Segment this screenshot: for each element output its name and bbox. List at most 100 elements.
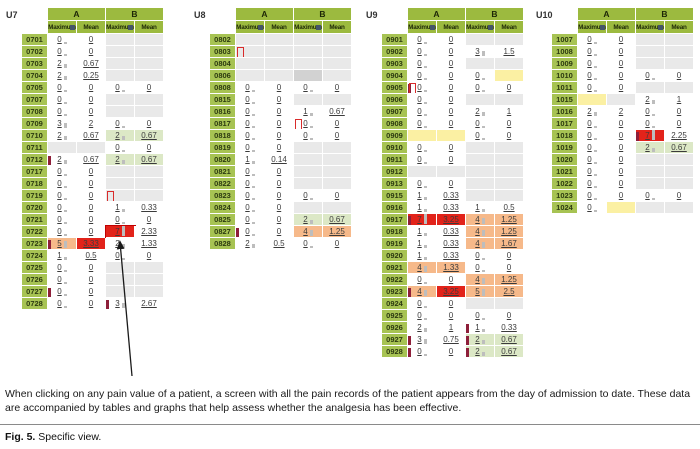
pain-max-cell[interactable]: 0 <box>408 34 437 46</box>
pain-max-cell[interactable]: 1 <box>466 202 495 214</box>
pain-max-cell[interactable]: 2 <box>294 214 323 226</box>
pain-value[interactable]: 1 <box>417 239 422 248</box>
pain-value[interactable]: 0 <box>276 203 282 212</box>
pain-mean-cell[interactable]: 0 <box>323 82 352 94</box>
pain-max-cell[interactable]: 3 <box>106 298 135 310</box>
pain-value[interactable]: 0 <box>245 203 250 212</box>
pain-mean-cell[interactable]: 0 <box>607 58 636 70</box>
pain-value[interactable]: 2.67 <box>141 299 157 308</box>
pain-value[interactable]: 0 <box>57 107 62 116</box>
pain-value[interactable]: 0 <box>334 131 340 140</box>
pain-value[interactable]: 3.25 <box>443 215 459 224</box>
pain-value[interactable]: 0 <box>645 191 650 200</box>
pain-value[interactable]: 0 <box>417 179 422 188</box>
pain-mean-cell[interactable]: 0 <box>77 190 106 202</box>
pain-mean-cell[interactable]: 0 <box>77 214 106 226</box>
pain-value[interactable]: 1 <box>506 107 512 116</box>
pain-max-cell[interactable]: 0 <box>408 82 437 94</box>
pain-value[interactable]: 0 <box>417 299 422 308</box>
pain-max-cell[interactable]: 0 <box>48 166 77 178</box>
pain-value[interactable]: 0 <box>506 131 512 140</box>
pain-value[interactable]: 0.67 <box>83 131 99 140</box>
pain-mean-cell[interactable]: 0 <box>607 166 636 178</box>
pain-value[interactable]: 5 <box>57 239 62 248</box>
filter-button-icon[interactable] <box>430 25 435 30</box>
pain-value[interactable]: 0 <box>618 83 624 92</box>
pain-value[interactable]: 1 <box>475 323 480 332</box>
pain-mean-cell[interactable]: 0 <box>77 46 106 58</box>
pain-mean-cell[interactable]: 0 <box>135 142 164 154</box>
pain-mean-cell[interactable]: 0 <box>77 166 106 178</box>
pain-mean-cell[interactable]: 0.67 <box>495 346 524 358</box>
pain-max-cell[interactable]: 0 <box>294 118 323 130</box>
pain-value[interactable]: 0 <box>303 119 308 128</box>
pain-max-cell[interactable]: 0 <box>636 190 665 202</box>
pain-value[interactable]: 0 <box>115 119 120 128</box>
pain-max-cell[interactable]: 1 <box>48 250 77 262</box>
pain-value[interactable]: 0 <box>88 215 94 224</box>
pain-mean-cell[interactable]: 2 <box>77 118 106 130</box>
pain-value[interactable]: 2.25 <box>671 131 687 140</box>
pain-mean-cell[interactable]: 0 <box>265 202 294 214</box>
pain-value[interactable]: 0 <box>587 83 592 92</box>
pain-mean-cell[interactable]: 0 <box>607 142 636 154</box>
pain-value[interactable]: 0 <box>448 275 454 284</box>
pain-max-cell[interactable]: 2 <box>236 238 265 250</box>
pain-value[interactable]: 0 <box>334 239 340 248</box>
pain-value[interactable]: 2.33 <box>141 227 157 236</box>
pain-value[interactable]: 2 <box>303 215 308 224</box>
pain-value[interactable]: 0 <box>88 227 94 236</box>
pain-value[interactable]: 4 <box>475 275 480 284</box>
pain-value[interactable]: 0 <box>115 251 120 260</box>
pain-value[interactable]: 0 <box>475 311 480 320</box>
pain-max-cell[interactable]: 0 <box>466 250 495 262</box>
pain-mean-cell[interactable]: 0.33 <box>495 322 524 334</box>
pain-value[interactable]: 2.5 <box>503 287 515 296</box>
pain-value[interactable]: 0 <box>417 59 422 68</box>
pain-value[interactable]: 0 <box>303 83 308 92</box>
pain-value[interactable]: 0 <box>88 167 94 176</box>
pain-mean-cell[interactable]: 0.33 <box>437 226 466 238</box>
pain-value[interactable]: 0 <box>88 299 94 308</box>
pain-value[interactable]: 0 <box>587 203 592 212</box>
pain-value[interactable]: 0.67 <box>83 59 99 68</box>
pain-max-cell[interactable]: 1 <box>466 322 495 334</box>
pain-value[interactable]: 0 <box>57 191 62 200</box>
pain-value[interactable]: 0 <box>57 203 62 212</box>
pain-value[interactable]: 2 <box>57 155 62 164</box>
pain-value[interactable]: 1.25 <box>501 215 517 224</box>
pain-value[interactable]: 1 <box>475 203 480 212</box>
pain-value[interactable]: 0 <box>475 131 480 140</box>
pain-mean-cell[interactable]: 0.33 <box>135 202 164 214</box>
pain-mean-cell[interactable]: 0.67 <box>77 130 106 142</box>
pain-value[interactable]: 0 <box>417 95 422 104</box>
pain-value[interactable]: 0 <box>676 119 682 128</box>
pain-max-cell[interactable]: 4 <box>294 226 323 238</box>
pain-value[interactable]: 0 <box>276 107 282 116</box>
pain-value[interactable]: 0 <box>245 215 250 224</box>
pain-max-cell[interactable]: 0 <box>294 238 323 250</box>
pain-value[interactable]: 1.67 <box>501 239 517 248</box>
pain-max-cell[interactable]: 1 <box>294 106 323 118</box>
pain-value[interactable]: 2 <box>618 107 624 116</box>
pain-max-cell[interactable]: 0 <box>48 226 77 238</box>
pain-value[interactable]: 0 <box>448 35 454 44</box>
pain-value[interactable]: 0 <box>57 95 62 104</box>
pain-value[interactable]: 0 <box>506 311 512 320</box>
pain-mean-cell[interactable]: 0 <box>495 262 524 274</box>
pain-value[interactable]: 1 <box>448 323 454 332</box>
pain-max-cell[interactable]: 0 <box>578 118 607 130</box>
pain-value[interactable]: 0 <box>417 83 422 92</box>
pain-mean-cell[interactable]: 0.67 <box>323 214 352 226</box>
pain-max-cell[interactable]: 2 <box>636 94 665 106</box>
pain-max-cell[interactable]: 0 <box>48 274 77 286</box>
pain-mean-cell[interactable]: 1.5 <box>495 46 524 58</box>
pain-value[interactable]: 7 <box>417 215 422 224</box>
pain-value[interactable]: 1.25 <box>329 227 345 236</box>
pain-value[interactable]: 1.25 <box>501 227 517 236</box>
pain-value[interactable]: 0 <box>587 131 592 140</box>
pain-value[interactable]: 0 <box>587 155 592 164</box>
pain-max-cell[interactable]: 4 <box>466 238 495 250</box>
pain-mean-cell[interactable]: 0 <box>495 118 524 130</box>
pain-value[interactable]: 0 <box>57 263 62 272</box>
